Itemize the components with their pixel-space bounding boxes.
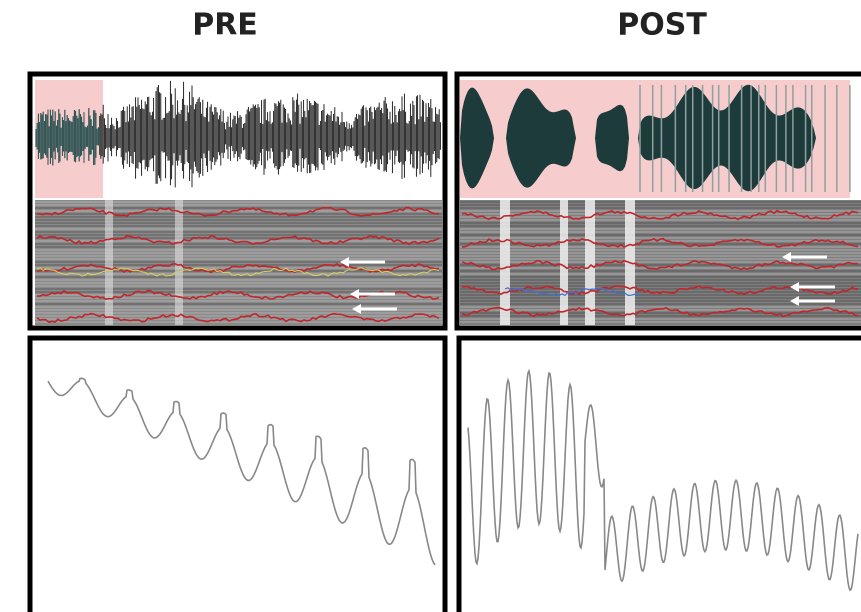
figure: PRE POST <box>0 0 861 612</box>
pre-label: PRE <box>192 8 258 43</box>
post-spectrum-frame <box>459 338 861 612</box>
pre-spectrum-frame <box>30 338 445 612</box>
post-label: POST <box>617 8 707 43</box>
spectrogram-gap <box>560 200 568 325</box>
spectrogram-gap <box>585 200 595 325</box>
spectrogram-gap <box>105 200 113 325</box>
spectrogram-gap <box>175 200 183 325</box>
